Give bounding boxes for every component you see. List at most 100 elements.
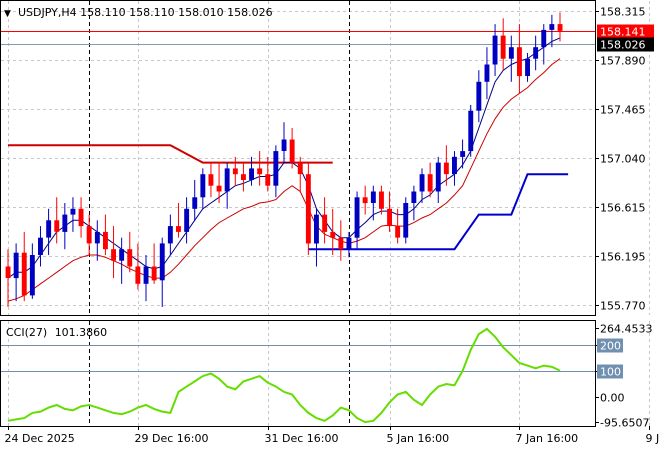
cci-name: CCI(27) (6, 326, 47, 339)
candle-body (476, 82, 481, 111)
candle-body (517, 47, 522, 76)
time-tick-label: 29 Dec 16:00 (135, 432, 209, 445)
candle-body (428, 174, 433, 191)
time-tick-label: 5 Jan 16:00 (387, 432, 450, 445)
candle-body (192, 197, 197, 209)
candle-body (6, 267, 11, 279)
candle-body (347, 238, 352, 250)
time-tick-label: 31 Dec 16:00 (265, 432, 339, 445)
candle-body (249, 168, 254, 180)
candle-body (541, 30, 546, 47)
cci-line (8, 329, 560, 422)
candle-body (282, 140, 287, 152)
price-axis: 158.315 157.890 157.465 157.040 156.615 156.1… (595, 6, 654, 313)
trailing-stop-lines (8, 145, 568, 249)
candle-body (71, 209, 76, 215)
cci-tick-label: 264.4533 (600, 323, 653, 336)
time-tick-label: 24 Dec 2025 (5, 432, 75, 445)
candle-body (111, 249, 116, 261)
candle-body (436, 163, 441, 192)
candle-body (314, 215, 319, 244)
candle-body (460, 151, 465, 157)
price-tick-label: 157.890 (600, 55, 646, 68)
candle-body (144, 267, 149, 284)
moving-averages (8, 38, 560, 301)
price-tick-label: 156.615 (600, 202, 646, 215)
price-tick-label: 155.770 (600, 300, 646, 313)
candle-body (395, 226, 400, 238)
price-tick-label: 157.040 (600, 153, 646, 166)
candle-body (468, 111, 473, 151)
candle-body (200, 174, 205, 197)
candle-body (509, 47, 514, 59)
price-level-lines (1, 32, 595, 45)
candle-body (265, 174, 270, 186)
time-tick-label: 7 Jan 16:00 (516, 432, 579, 445)
candle-body (135, 267, 140, 284)
price-tick-label: 158.315 (600, 6, 646, 19)
candle-body (233, 168, 238, 174)
candle-body (273, 151, 278, 186)
candle-body (525, 59, 530, 76)
candle-body (168, 226, 173, 243)
candle-body (533, 47, 538, 59)
time-tick-label: 9 Jan 16:00 (646, 432, 660, 445)
candle-body (387, 209, 392, 226)
candle-body (14, 253, 19, 278)
candle-body (257, 168, 262, 174)
price-tick-label: 157.465 (600, 104, 646, 117)
candle-body (444, 163, 449, 175)
candle-body (558, 24, 563, 31)
cci-title: CCI(27) 101.3860 (6, 326, 107, 339)
candle-body (306, 174, 311, 243)
time-axis: 24 Dec 2025 29 Dec 16:00 31 Dec 16:00 5 Jan… (5, 426, 660, 445)
candle-body (184, 209, 189, 232)
candle-body (330, 232, 335, 238)
cci-axis: 264.4533 200 100 0.00 -95.6507 (595, 323, 653, 430)
candle-body (152, 267, 157, 281)
cci-line-group (8, 329, 560, 422)
candle-body (38, 238, 43, 255)
main-title: USDJPY,H4 158.110 158.110 158.010 158.02… (18, 6, 273, 19)
candle-body (54, 220, 59, 232)
candle-body (127, 249, 132, 266)
candle-body (355, 197, 360, 237)
candle-body (298, 163, 303, 175)
candle-body (452, 157, 457, 174)
candle-body (549, 24, 554, 30)
candle-body (501, 36, 506, 59)
candle-body (176, 226, 181, 232)
candle-body (95, 232, 100, 244)
cci-tick-label: -95.6507 (600, 417, 649, 430)
candle-body (103, 232, 108, 249)
candle-body (403, 203, 408, 238)
candle-body (30, 255, 35, 295)
candle-body (46, 220, 51, 237)
candle-body (363, 197, 368, 203)
candle-body (241, 174, 246, 180)
candle-body (290, 140, 295, 163)
candle-body (485, 65, 490, 82)
candle-body (420, 174, 425, 191)
candle-body (411, 192, 416, 204)
candle-body (379, 192, 384, 209)
cci-tick-label: 0.00 (600, 392, 625, 405)
price-tick-label: 156.195 (600, 251, 646, 264)
dropdown-arrow-icon[interactable]: ▼ (4, 9, 11, 19)
bid-price-label: 158.141 (600, 26, 646, 39)
candle-body (225, 168, 230, 191)
candle-body (119, 249, 124, 261)
candle-body (209, 174, 214, 186)
cci-value: 101.3860 (55, 326, 108, 339)
candle-body (493, 36, 498, 65)
candle-body (87, 226, 92, 243)
main-grid (1, 1, 650, 315)
current-price-label: 158.026 (600, 39, 646, 52)
cci-tick-label: 200 (600, 340, 621, 353)
candle-body (217, 186, 222, 192)
cci-tick-label: 100 (600, 366, 621, 379)
candle-body (371, 192, 376, 204)
candle-body (79, 209, 84, 226)
